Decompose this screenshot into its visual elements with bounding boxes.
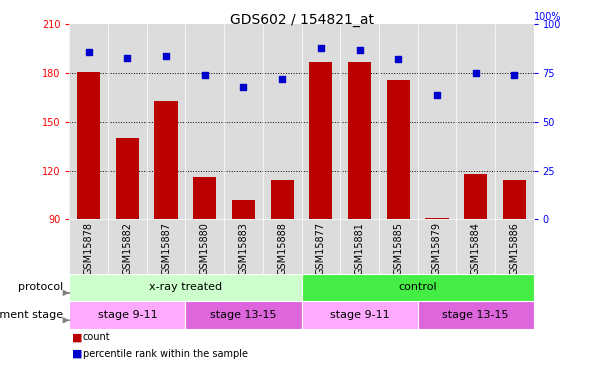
Bar (348, 62, 371, 219)
Bar (193, 177, 216, 219)
Text: GSM15877: GSM15877 (316, 222, 326, 275)
Text: stage 9-11: stage 9-11 (98, 310, 157, 320)
Bar (309, 62, 332, 219)
Point (200, 72, 210, 78)
Text: development stage: development stage (0, 310, 63, 320)
Text: GSM15885: GSM15885 (393, 222, 403, 275)
Text: GSM15881: GSM15881 (355, 222, 365, 275)
Bar (425, 218, 449, 219)
Text: stage 13-15: stage 13-15 (210, 310, 277, 320)
Text: 100%: 100% (534, 12, 561, 22)
Text: stage 9-11: stage 9-11 (330, 310, 390, 320)
Bar (69, 301, 186, 328)
Point (84, 49, 93, 55)
Text: percentile rank within the sample: percentile rank within the sample (83, 349, 248, 359)
Point (355, 47, 364, 53)
Bar (186, 301, 302, 328)
Bar (116, 138, 139, 219)
Text: count: count (83, 332, 110, 342)
Text: ■: ■ (72, 349, 83, 359)
Text: ■: ■ (72, 332, 83, 342)
Point (161, 53, 171, 58)
Text: GSM15880: GSM15880 (200, 222, 210, 275)
Text: GDS602 / 154821_at: GDS602 / 154821_at (230, 13, 373, 27)
Bar (302, 301, 417, 328)
Text: GSM15883: GSM15883 (238, 222, 248, 275)
Text: GSM15878: GSM15878 (84, 222, 93, 275)
Text: GSM15884: GSM15884 (470, 222, 481, 275)
Bar (503, 180, 526, 219)
Text: stage 13-15: stage 13-15 (443, 310, 509, 320)
Text: GSM15886: GSM15886 (510, 222, 519, 275)
Text: control: control (398, 282, 437, 292)
Point (239, 84, 248, 90)
Bar (302, 274, 534, 301)
Bar (77, 72, 100, 219)
Bar (154, 101, 178, 219)
Text: protocol: protocol (18, 282, 63, 292)
Bar (387, 80, 410, 219)
Bar (464, 174, 487, 219)
Bar (417, 301, 534, 328)
Point (471, 70, 481, 76)
Point (432, 92, 442, 98)
Text: GSM15887: GSM15887 (161, 222, 171, 275)
Point (316, 45, 326, 51)
Text: x-ray treated: x-ray treated (149, 282, 222, 292)
Point (393, 57, 403, 63)
Bar (69, 274, 302, 301)
Bar (232, 200, 255, 219)
Text: GSM15888: GSM15888 (277, 222, 287, 275)
Point (510, 72, 519, 78)
Text: GSM15879: GSM15879 (432, 222, 442, 275)
Text: GSM15882: GSM15882 (122, 222, 133, 275)
Point (122, 54, 132, 60)
Bar (271, 180, 294, 219)
Point (277, 76, 287, 82)
